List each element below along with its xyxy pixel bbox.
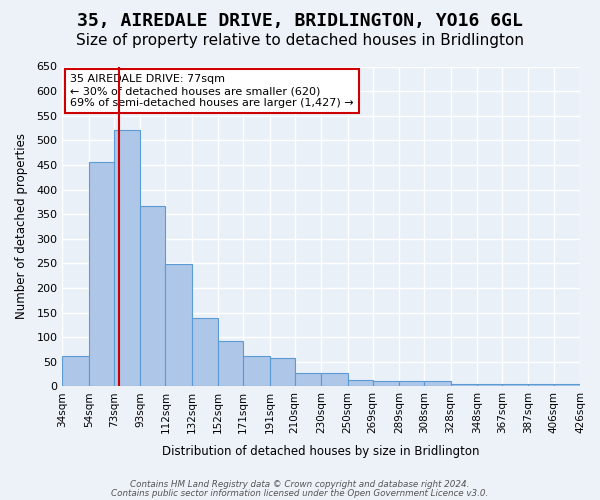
Bar [114,130,140,386]
Bar [399,382,424,386]
Bar [373,382,399,386]
Text: Contains public sector information licensed under the Open Government Licence v3: Contains public sector information licen… [112,489,488,498]
Bar [269,358,295,386]
Bar [529,384,554,386]
Bar [140,206,166,386]
Y-axis label: Number of detached properties: Number of detached properties [15,134,28,320]
Bar [192,318,218,386]
Bar [295,372,321,386]
Bar [218,340,243,386]
Bar [502,384,529,386]
Bar [243,356,269,386]
Bar [347,380,373,386]
Bar [477,384,502,386]
Bar [89,162,114,386]
Bar [554,384,580,386]
Text: Size of property relative to detached houses in Bridlington: Size of property relative to detached ho… [76,32,524,48]
Text: Contains HM Land Registry data © Crown copyright and database right 2024.: Contains HM Land Registry data © Crown c… [130,480,470,489]
X-axis label: Distribution of detached houses by size in Bridlington: Distribution of detached houses by size … [163,444,480,458]
Text: 35, AIREDALE DRIVE, BRIDLINGTON, YO16 6GL: 35, AIREDALE DRIVE, BRIDLINGTON, YO16 6G… [77,12,523,30]
Bar [321,372,347,386]
Bar [166,264,192,386]
Text: 35 AIREDALE DRIVE: 77sqm
← 30% of detached houses are smaller (620)
69% of semi-: 35 AIREDALE DRIVE: 77sqm ← 30% of detach… [70,74,354,108]
Bar [451,384,477,386]
Bar [62,356,89,386]
Bar [424,382,451,386]
